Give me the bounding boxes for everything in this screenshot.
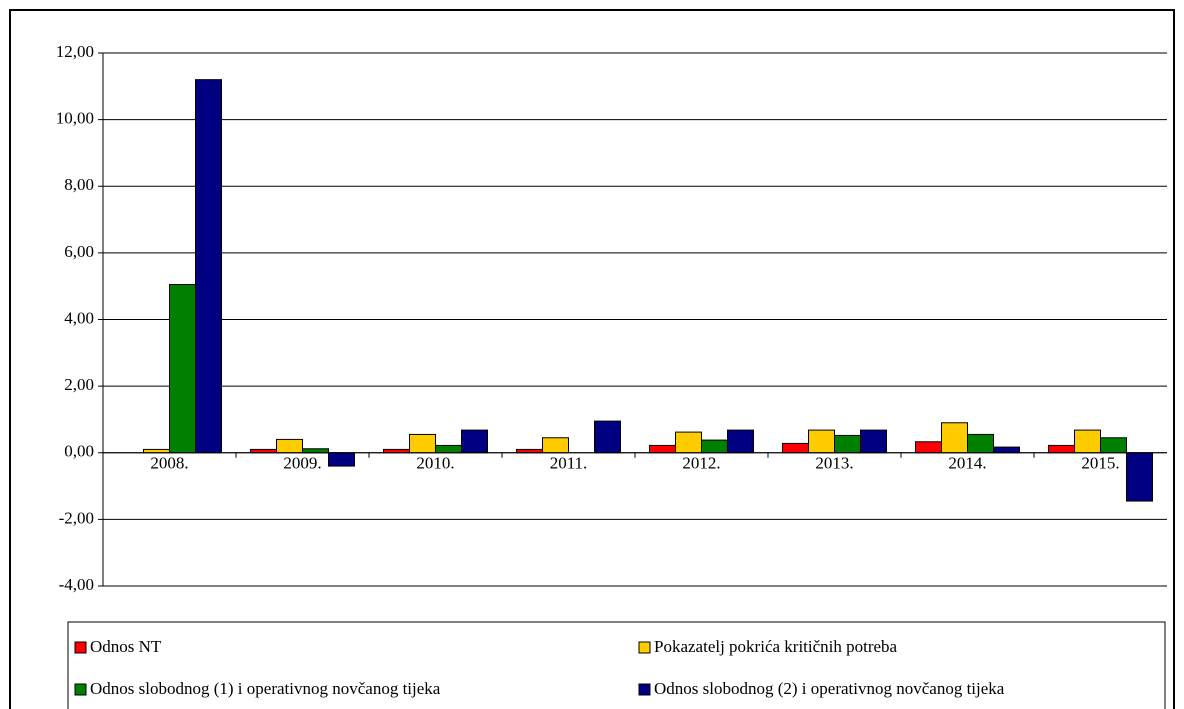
y-tick-label: 8,00 (64, 175, 94, 194)
bar (727, 429, 754, 454)
bar (834, 434, 861, 454)
y-tick-label: 6,00 (64, 242, 94, 261)
bar (276, 438, 303, 454)
y-tick-label: -4,00 (59, 575, 94, 594)
bar (993, 446, 1020, 454)
bar (1074, 429, 1101, 454)
legend-label: Odnos NT (90, 637, 162, 656)
y-tick-label: 0,00 (64, 442, 94, 461)
x-tick-label: 2009. (283, 454, 321, 473)
legend-swatch (638, 683, 651, 696)
bar (941, 422, 968, 454)
x-tick-label: 2013. (815, 454, 853, 473)
bar (701, 439, 728, 454)
legend-label: Odnos slobodnog (1) i operativnog novčan… (90, 679, 441, 698)
y-tick-label: 12,00 (56, 42, 94, 61)
y-tick-label: 4,00 (64, 308, 94, 327)
bar (195, 79, 222, 454)
x-tick-label: 2014. (948, 454, 986, 473)
x-tick-label: 2010. (416, 454, 454, 473)
bar (302, 448, 329, 454)
legend-box (67, 621, 1166, 709)
y-tick-label: -2,00 (59, 508, 94, 527)
bar (594, 420, 621, 454)
bar (915, 441, 942, 454)
bar (435, 444, 462, 454)
bar (808, 429, 835, 454)
bar (461, 429, 488, 454)
x-tick-label: 2012. (682, 454, 720, 473)
bar (649, 444, 676, 454)
bar (409, 433, 436, 454)
bar (1126, 452, 1153, 502)
legend-swatch (74, 683, 87, 696)
legend-label: Pokazatelj pokrića kritičnih potreba (654, 637, 898, 656)
bar (1100, 437, 1127, 454)
legend-label: Odnos slobodnog (2) i operativnog novčan… (654, 679, 1005, 698)
bar (782, 442, 809, 454)
legend-swatch (638, 641, 651, 654)
x-tick-label: 2011. (550, 454, 588, 473)
y-tick-label: 2,00 (64, 375, 94, 394)
bar (542, 437, 569, 454)
bar (675, 431, 702, 454)
bar (967, 433, 994, 454)
legend-swatch (74, 641, 87, 654)
bar (169, 284, 196, 454)
x-tick-label: 2015. (1081, 454, 1119, 473)
y-tick-label: 10,00 (56, 109, 94, 128)
bar (1048, 444, 1075, 454)
bar (860, 429, 887, 454)
bar (328, 452, 355, 467)
x-tick-label: 2008. (150, 454, 188, 473)
